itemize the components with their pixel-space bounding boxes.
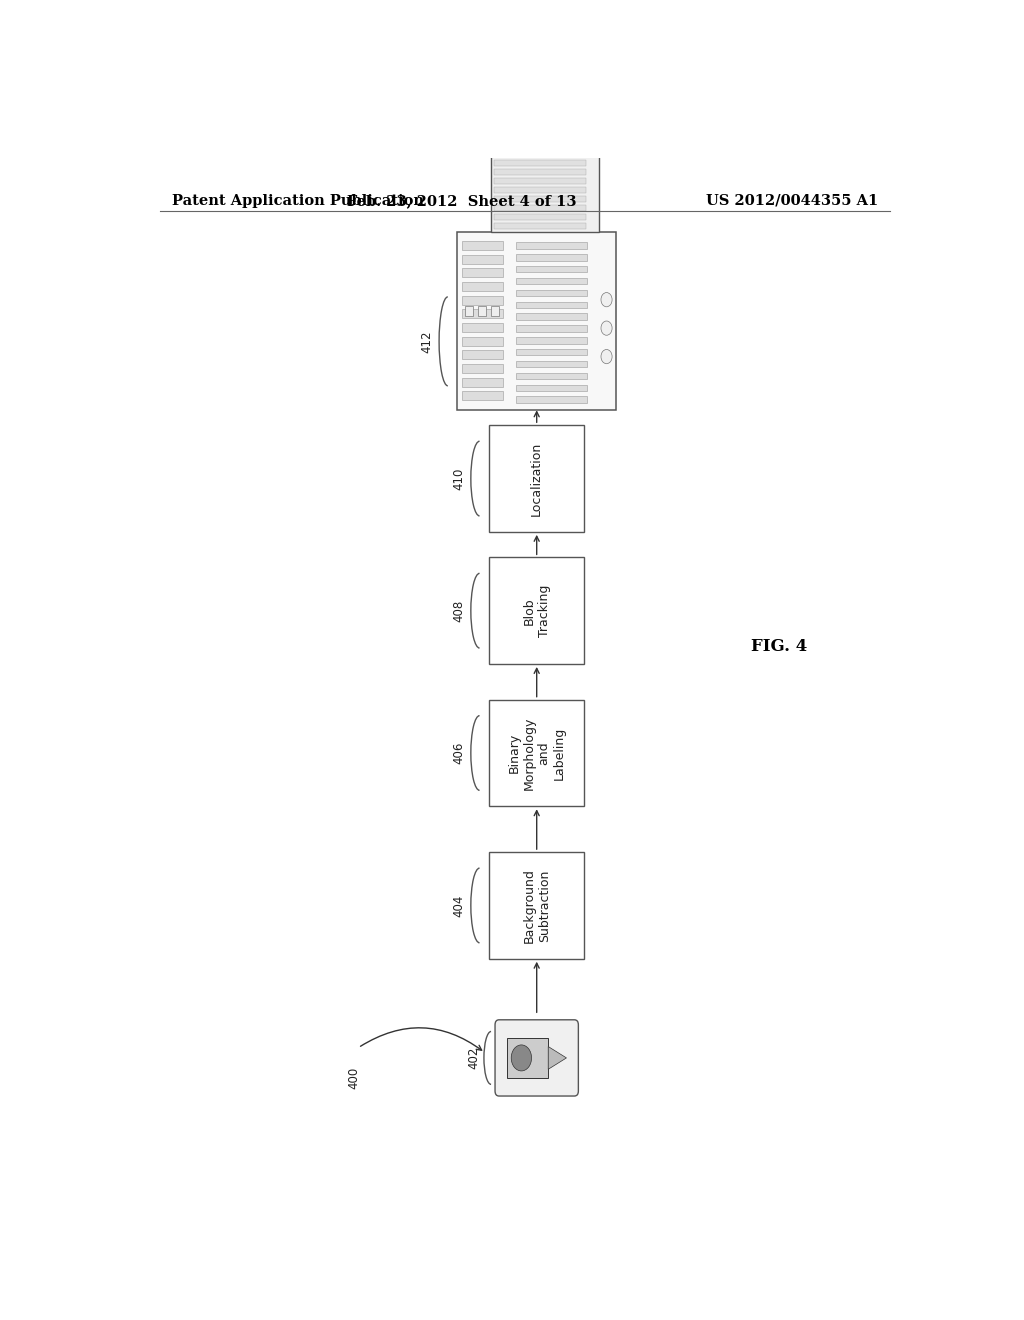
Text: 402: 402 <box>467 1047 480 1069</box>
FancyBboxPatch shape <box>516 277 588 284</box>
Text: 412: 412 <box>421 330 433 352</box>
FancyBboxPatch shape <box>494 169 586 174</box>
FancyBboxPatch shape <box>489 425 585 532</box>
FancyBboxPatch shape <box>462 378 503 387</box>
FancyBboxPatch shape <box>516 313 588 319</box>
Text: 400: 400 <box>348 1067 360 1089</box>
Text: 404: 404 <box>453 894 465 916</box>
FancyBboxPatch shape <box>465 306 473 315</box>
FancyBboxPatch shape <box>494 205 586 211</box>
FancyBboxPatch shape <box>494 186 586 193</box>
Circle shape <box>601 350 612 364</box>
Text: FIG. 4: FIG. 4 <box>751 638 807 655</box>
FancyBboxPatch shape <box>462 364 503 374</box>
FancyBboxPatch shape <box>462 296 503 305</box>
FancyBboxPatch shape <box>494 195 586 202</box>
Circle shape <box>601 321 612 335</box>
FancyBboxPatch shape <box>478 306 486 315</box>
FancyBboxPatch shape <box>516 396 588 403</box>
Text: Patent Application Publication: Patent Application Publication <box>172 194 424 209</box>
FancyBboxPatch shape <box>494 178 586 183</box>
Text: US 2012/0044355 A1: US 2012/0044355 A1 <box>706 194 878 209</box>
Text: Feb. 23, 2012  Sheet 4 of 13: Feb. 23, 2012 Sheet 4 of 13 <box>346 194 577 209</box>
FancyBboxPatch shape <box>490 306 499 315</box>
FancyBboxPatch shape <box>489 700 585 807</box>
FancyBboxPatch shape <box>458 232 616 411</box>
FancyBboxPatch shape <box>516 255 588 260</box>
FancyBboxPatch shape <box>516 301 588 308</box>
FancyBboxPatch shape <box>516 337 588 343</box>
Text: Background
Subtraction: Background Subtraction <box>522 869 551 942</box>
FancyBboxPatch shape <box>462 350 503 359</box>
FancyBboxPatch shape <box>462 323 503 331</box>
FancyBboxPatch shape <box>516 384 588 391</box>
FancyBboxPatch shape <box>494 223 586 228</box>
Text: 406: 406 <box>453 742 465 764</box>
Text: Binary
Morphology
and
Labeling: Binary Morphology and Labeling <box>508 717 565 789</box>
Circle shape <box>511 1045 531 1071</box>
FancyBboxPatch shape <box>462 282 503 290</box>
FancyBboxPatch shape <box>462 337 503 346</box>
FancyBboxPatch shape <box>495 1020 579 1096</box>
FancyBboxPatch shape <box>516 265 588 272</box>
FancyBboxPatch shape <box>494 160 586 166</box>
FancyBboxPatch shape <box>507 1038 548 1078</box>
FancyBboxPatch shape <box>489 557 585 664</box>
FancyBboxPatch shape <box>489 853 585 958</box>
Circle shape <box>601 293 612 306</box>
Text: 408: 408 <box>453 599 465 622</box>
FancyBboxPatch shape <box>462 268 503 277</box>
FancyBboxPatch shape <box>490 156 599 232</box>
FancyBboxPatch shape <box>516 243 588 248</box>
FancyBboxPatch shape <box>494 214 586 219</box>
FancyBboxPatch shape <box>516 372 588 379</box>
Text: Localization: Localization <box>530 441 543 516</box>
FancyBboxPatch shape <box>516 325 588 331</box>
Text: Blob
Tracking: Blob Tracking <box>522 585 551 636</box>
FancyBboxPatch shape <box>462 255 503 264</box>
FancyBboxPatch shape <box>462 242 503 249</box>
Polygon shape <box>548 1047 566 1069</box>
FancyBboxPatch shape <box>516 360 588 367</box>
FancyBboxPatch shape <box>462 309 503 318</box>
Text: 410: 410 <box>453 467 465 490</box>
FancyBboxPatch shape <box>516 348 588 355</box>
FancyBboxPatch shape <box>516 289 588 296</box>
FancyBboxPatch shape <box>462 392 503 400</box>
